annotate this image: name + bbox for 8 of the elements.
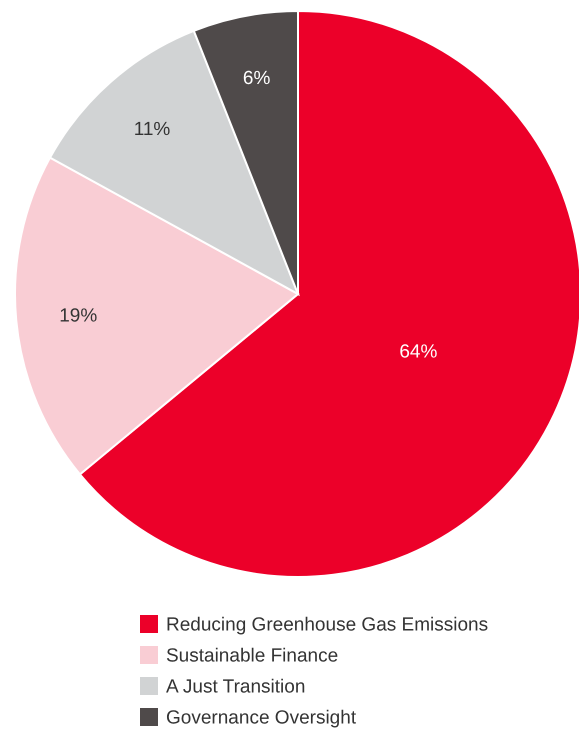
- legend-label: Sustainable Finance: [166, 646, 338, 667]
- legend-label: Reducing Greenhouse Gas Emissions: [166, 614, 488, 636]
- legend-label: A Just Transition: [166, 676, 306, 698]
- data-label: 64%: [399, 341, 438, 362]
- data-label: 19%: [59, 305, 98, 326]
- data-label: 11%: [134, 119, 170, 140]
- legend-label: Governance Oversight: [166, 708, 357, 729]
- data-label: 6%: [242, 68, 270, 89]
